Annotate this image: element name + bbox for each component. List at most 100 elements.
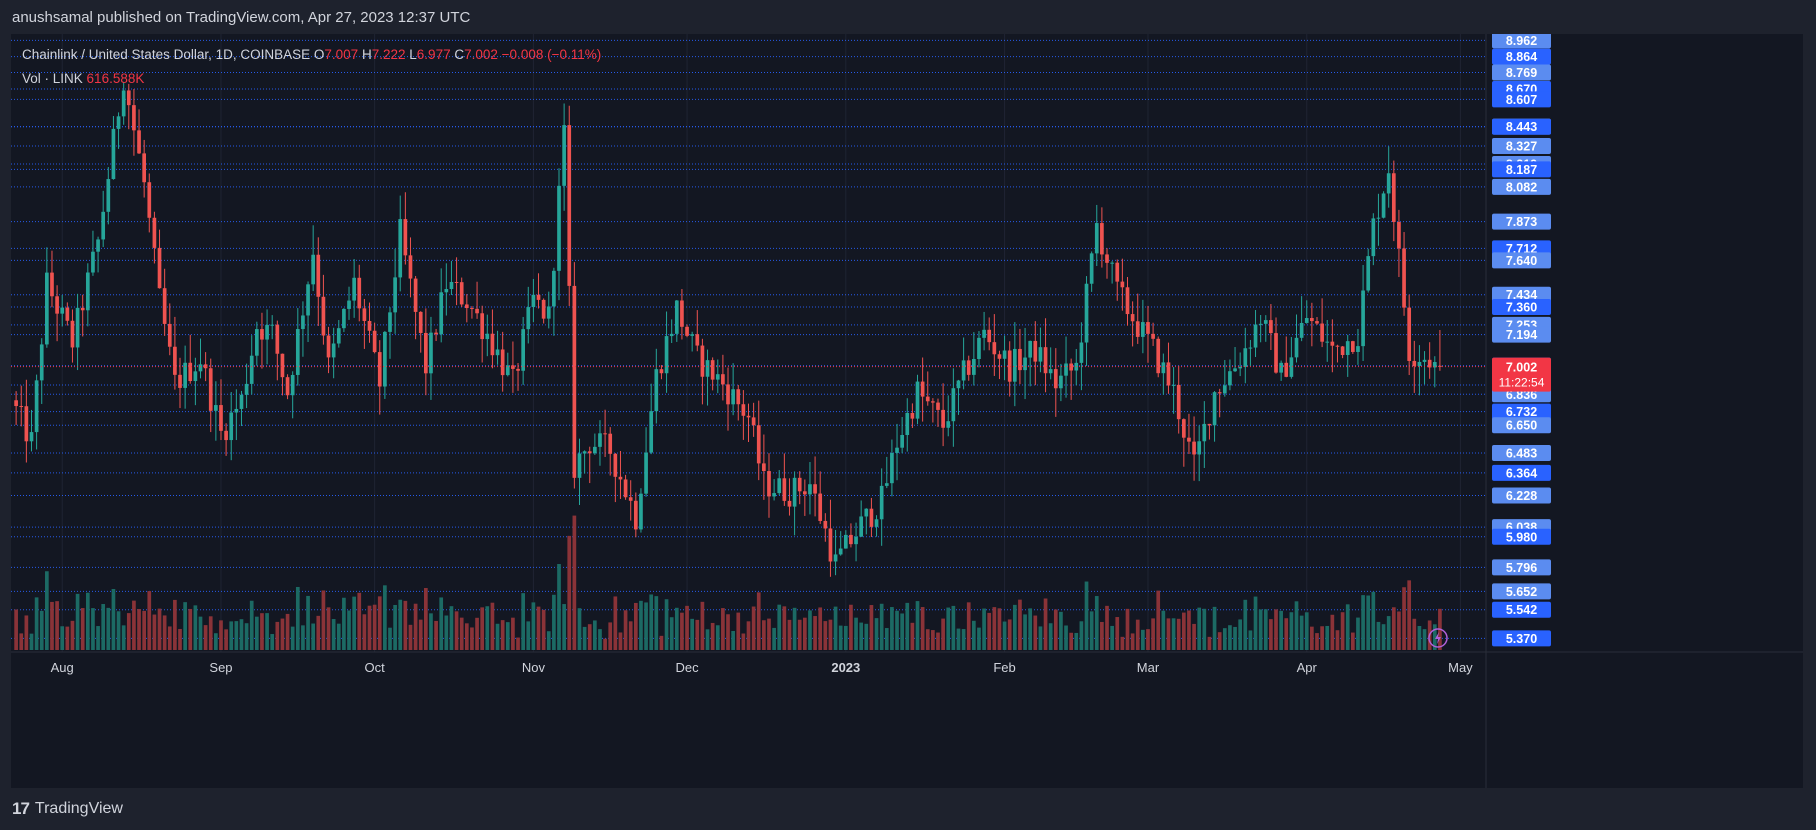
candle-body xyxy=(121,90,126,117)
x-tick-label: Aug xyxy=(51,660,74,675)
volume-bar xyxy=(1192,623,1196,650)
price-level-label: 8.187 xyxy=(1506,163,1537,177)
candle-body xyxy=(342,308,346,329)
candle-body xyxy=(823,520,828,529)
candle-body xyxy=(1386,173,1391,194)
price-level-tag xyxy=(1492,326,1551,343)
current-price-label: 7.002 xyxy=(1506,361,1537,375)
volume-bar xyxy=(618,632,623,650)
candle-body xyxy=(961,360,966,381)
price-level-label: 8.327 xyxy=(1506,140,1537,154)
volume-bar xyxy=(741,633,746,650)
volume-bar xyxy=(357,592,362,650)
volume-bar xyxy=(516,637,520,650)
candle-body xyxy=(813,484,817,494)
volume-bar xyxy=(464,623,469,650)
volume-bar xyxy=(142,610,147,650)
volume-bar xyxy=(1059,611,1063,650)
volume-bar xyxy=(470,627,474,650)
volume-bar xyxy=(167,626,172,650)
volume-bar xyxy=(14,609,18,650)
volume-bar xyxy=(823,621,828,650)
candle-body xyxy=(700,345,705,377)
candle-body xyxy=(710,360,715,380)
candle-body xyxy=(173,346,177,375)
volume-bar xyxy=(132,600,136,650)
volume-bar xyxy=(1361,595,1365,650)
candle-body xyxy=(731,389,735,405)
volume-bar xyxy=(275,621,280,650)
volume-bar xyxy=(598,629,602,650)
volume-bar xyxy=(70,620,75,650)
candle-body xyxy=(1222,385,1227,394)
volume-bar xyxy=(1263,609,1268,650)
candle-body xyxy=(572,285,577,478)
candle-body xyxy=(1217,392,1222,394)
candle-body xyxy=(1325,341,1330,343)
volume-bar xyxy=(587,624,592,650)
candle-body xyxy=(116,116,121,129)
candle-body xyxy=(1012,348,1017,382)
candle-body xyxy=(797,477,802,492)
candle-body xyxy=(464,304,469,309)
volume-bar xyxy=(111,589,116,650)
tradingview-footer[interactable]: 17 TradingView xyxy=(12,796,123,822)
candle-body xyxy=(1248,347,1253,349)
candle-body xyxy=(183,362,187,388)
volume-bar xyxy=(531,602,536,650)
candle-body xyxy=(1053,369,1058,389)
ohlc-row: Chainlink / United States Dollar, 1D, CO… xyxy=(22,43,601,67)
volume-bar xyxy=(1069,632,1073,650)
volume-bar xyxy=(813,616,817,650)
volume-bar xyxy=(633,602,638,650)
volume-bar xyxy=(91,608,95,650)
candle-body xyxy=(1146,322,1150,334)
candle-body xyxy=(1335,345,1340,347)
price-level-label: 5.370 xyxy=(1506,632,1537,646)
volume-bar xyxy=(367,605,372,650)
price-level-label: 7.640 xyxy=(1506,254,1537,268)
volume-bar xyxy=(1048,623,1053,650)
volume-bar xyxy=(731,630,735,650)
volume-bar xyxy=(1407,580,1412,650)
candle-body xyxy=(644,452,648,494)
candle-body xyxy=(890,452,894,484)
volume-bar xyxy=(1002,621,1007,650)
candle-body xyxy=(884,483,889,486)
price-level-tag xyxy=(1492,528,1551,545)
volume-bar xyxy=(495,623,500,650)
volume-bar xyxy=(1397,611,1401,650)
candle-body xyxy=(106,179,111,212)
candle-body xyxy=(1320,323,1324,342)
volume-bar xyxy=(101,604,106,650)
candle-body xyxy=(802,491,807,495)
candles-layer xyxy=(14,81,1442,577)
candle-body xyxy=(280,353,285,378)
volume-bar xyxy=(869,605,874,650)
chart-canvas[interactable]: AugSepOctNovDec2023FebMarAprMayUSD 8.962… xyxy=(11,34,1803,788)
candle-body xyxy=(475,308,479,314)
candle-body xyxy=(546,306,551,319)
grid-layer xyxy=(61,34,1461,652)
candle-body xyxy=(1125,287,1130,315)
volume-bar xyxy=(1151,618,1155,650)
candle-body xyxy=(567,125,572,286)
volume-bar xyxy=(1176,618,1181,650)
volume-bar xyxy=(1141,629,1145,650)
volume-bar xyxy=(265,613,269,650)
volume-bar xyxy=(936,632,940,650)
chart-panel[interactable]: AugSepOctNovDec2023FebMarAprMayUSD 8.962… xyxy=(11,34,1803,788)
published-header: anushsamal published on TradingView.com,… xyxy=(0,0,1816,34)
candle-body xyxy=(879,485,884,520)
candle-body xyxy=(936,402,940,410)
volume-bar xyxy=(997,608,1002,650)
close-label: C xyxy=(454,47,465,62)
volume-bar xyxy=(1376,621,1381,650)
volume-bar xyxy=(700,601,705,650)
volume-bar xyxy=(1325,625,1330,650)
price-level-tag xyxy=(1492,161,1551,178)
candle-body xyxy=(1315,321,1319,324)
volume-bar xyxy=(439,597,444,650)
volume-bar xyxy=(526,621,531,650)
volume-bar xyxy=(685,605,689,650)
